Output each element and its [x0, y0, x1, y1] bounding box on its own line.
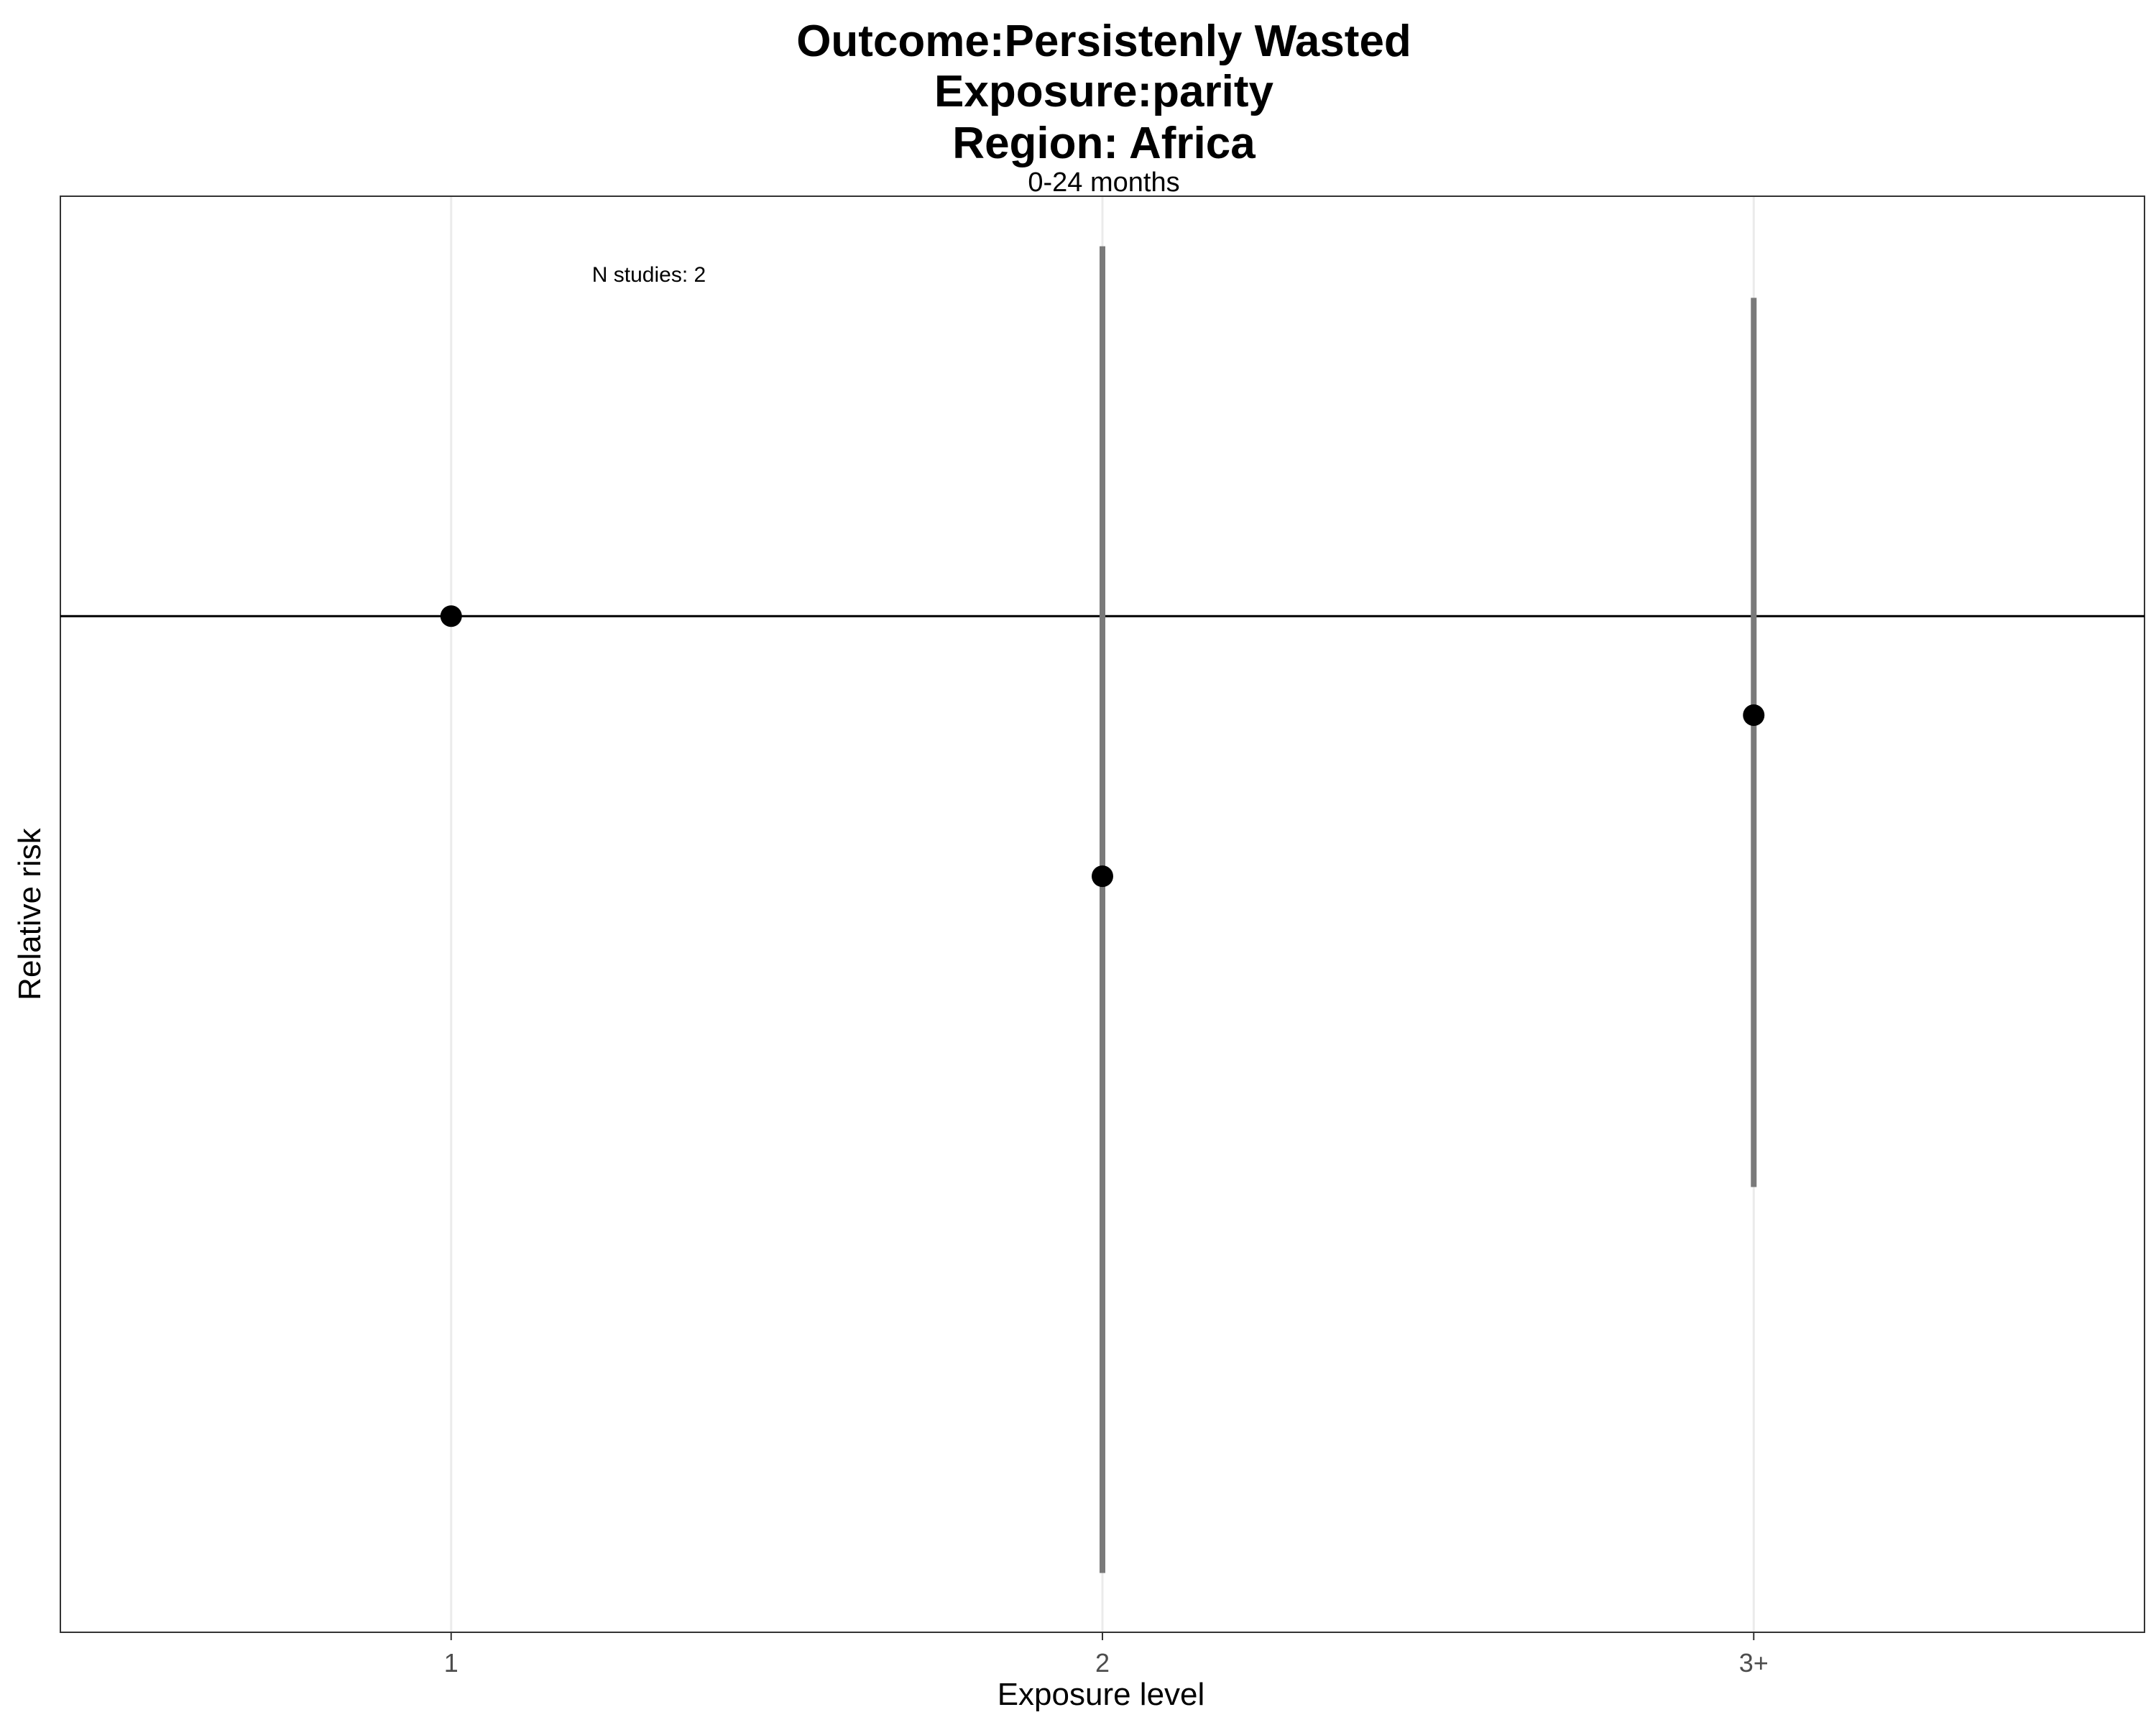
ci-bars — [1100, 246, 1757, 1573]
chart-title-line-3: Region: Africa — [952, 119, 1256, 168]
x-tick-label-1: 1 — [444, 1648, 459, 1678]
points — [440, 605, 1765, 888]
y-axis-title: Relative risk — [12, 827, 47, 1000]
x-tick-label-3plus: 3+ — [1739, 1648, 1769, 1678]
point-estimate-1 — [440, 605, 462, 627]
chart-title-line-1: Outcome:Persistenly Wasted — [796, 17, 1411, 66]
x-axis-ticks — [450, 1632, 1755, 1640]
chart-subtitle: 0-24 months — [1028, 167, 1179, 198]
x-axis-title: Exposure level — [998, 1677, 1205, 1712]
x-tick-label-2: 2 — [1095, 1648, 1110, 1678]
point-estimate-2 — [1092, 865, 1113, 888]
n-studies-annotation: N studies: 2 — [592, 263, 706, 287]
chart-title-line-2: Exposure:parity — [934, 67, 1274, 116]
point-estimate-3plus — [1743, 704, 1765, 727]
x-axis-tick-labels: 1 2 3+ — [444, 1648, 1769, 1678]
